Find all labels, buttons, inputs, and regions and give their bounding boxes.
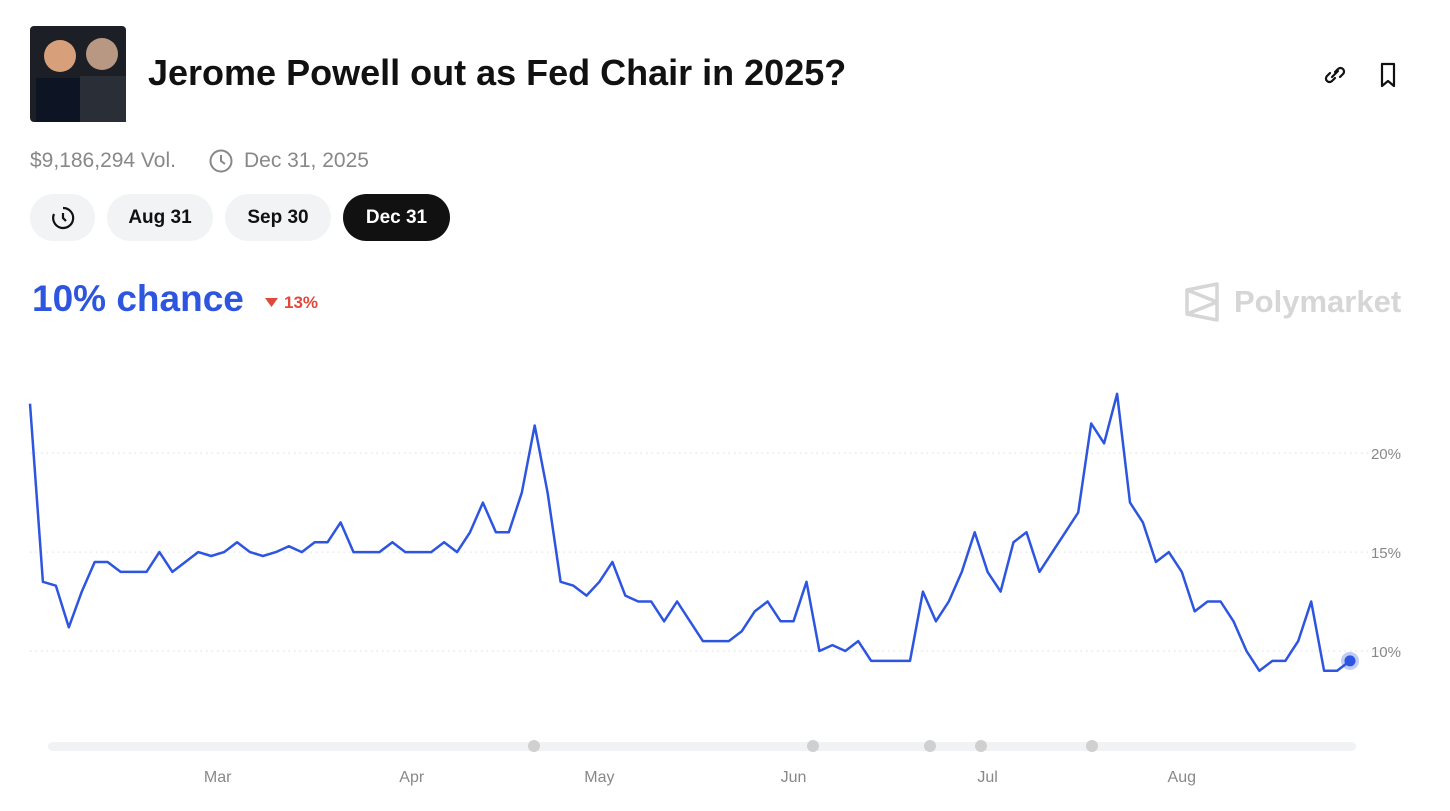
- event-marker[interactable]: [1086, 740, 1098, 752]
- volume: $9,186,294 Vol.: [30, 149, 176, 172]
- x-tick-label: Jul: [977, 769, 997, 786]
- date-tab[interactable]: Sep 30: [225, 194, 331, 241]
- y-tick-label: 20%: [1371, 446, 1401, 463]
- event-marker[interactable]: [807, 740, 819, 752]
- timeline-track: [48, 742, 1356, 751]
- change: 13%: [284, 293, 319, 312]
- event-marker[interactable]: [975, 740, 987, 752]
- history-icon: [51, 206, 74, 229]
- date-tab-active[interactable]: Dec 31: [343, 194, 450, 241]
- market-image: [30, 26, 126, 122]
- brand-name: Polymarket: [1234, 284, 1402, 319]
- down-arrow: [265, 298, 278, 307]
- chance: 10% chance: [32, 278, 244, 319]
- date-tab[interactable]: Aug 31: [107, 194, 213, 241]
- x-tick-label: Jun: [781, 769, 807, 786]
- current-point: [1344, 655, 1356, 667]
- y-tick-label: 10%: [1371, 644, 1401, 661]
- clock-icon: [209, 149, 233, 173]
- x-tick-label: Apr: [399, 769, 425, 786]
- event-marker[interactable]: [528, 740, 540, 752]
- copy-link-button[interactable]: [1320, 60, 1350, 90]
- end-date: Dec 31, 2025: [244, 149, 369, 172]
- x-tick-label: Aug: [1168, 769, 1196, 786]
- price-line: [28, 392, 1351, 673]
- x-tick-label: Mar: [204, 769, 232, 786]
- brand-logo: [1185, 282, 1219, 322]
- x-tick-label: May: [584, 769, 614, 786]
- y-tick-label: 15%: [1371, 545, 1401, 562]
- market-title: Jerome Powell out as Fed Chair in 2025?: [148, 52, 847, 93]
- event-marker[interactable]: [924, 740, 936, 752]
- history-tab[interactable]: [30, 194, 95, 241]
- bookmark-button[interactable]: [1374, 60, 1404, 90]
